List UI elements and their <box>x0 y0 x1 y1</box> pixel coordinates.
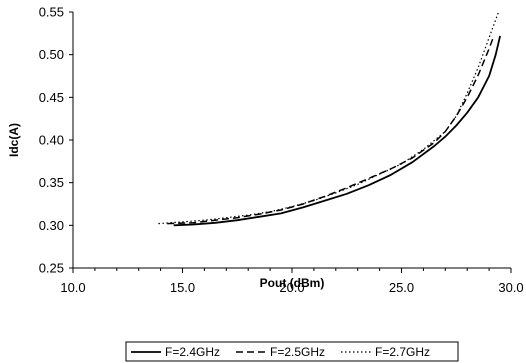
series-line-dotted <box>158 12 500 225</box>
y-axis-title: Idc(A) <box>7 123 21 157</box>
x-axis-title: Pout (dBm) <box>260 276 325 290</box>
y-axis-ticks: 0.25 0.30 0.35 0.40 0.45 0.50 0.55 <box>39 5 73 276</box>
series-line-solid <box>173 35 501 227</box>
x-axis-ticks: 10.0 15.0 20.0 25.0 30.0 <box>60 268 524 295</box>
x-tick-label: 25.0 <box>389 280 414 295</box>
x-tick-label: 10.0 <box>60 280 85 295</box>
y-tick-label: 0.55 <box>39 5 64 20</box>
y-tick-label: 0.30 <box>39 218 64 233</box>
series-layer <box>158 12 501 227</box>
y-tick-label: 0.35 <box>39 175 64 190</box>
legend-box <box>125 341 459 362</box>
series-line-dashed <box>167 36 495 225</box>
x-tick-label: 15.0 <box>170 280 195 295</box>
legend-label: F=2.4GHz <box>165 345 220 359</box>
y-tick-label: 0.45 <box>39 90 64 105</box>
y-tick-label: 0.40 <box>39 133 64 148</box>
x-tick-label: 30.0 <box>498 280 523 295</box>
legend-label: F=2.5GHz <box>270 345 325 359</box>
legend-label: F=2.7GHz <box>375 345 430 359</box>
y-tick-label: 0.25 <box>39 261 64 276</box>
x-tick-label: 20.0 <box>279 280 304 295</box>
y-tick-label: 0.50 <box>39 47 64 62</box>
legend: F=2.4GHz F=2.5GHz F=2.7GHz <box>125 341 459 362</box>
